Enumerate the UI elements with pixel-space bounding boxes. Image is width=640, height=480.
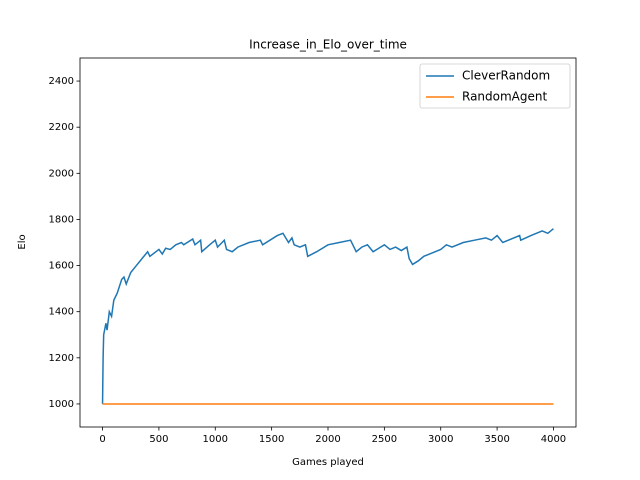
y-axis-label: Elo (17, 234, 28, 249)
y-tick-label: 1000 (49, 399, 74, 410)
y-tick-label: 1200 (49, 353, 74, 364)
y-tick-label: 1800 (49, 214, 74, 225)
x-axis-label: Games played (292, 457, 364, 468)
x-tick-label: 2500 (372, 434, 397, 445)
y-tick-label: 1600 (49, 261, 74, 272)
x-tick-label: 3000 (428, 434, 453, 445)
chart-title: Increase_in_Elo_over_time (249, 38, 407, 52)
x-tick-label: 4000 (541, 434, 566, 445)
legend-label: CleverRandom (462, 69, 550, 83)
x-tick-label: 0 (99, 434, 105, 445)
x-tick-label: 500 (149, 434, 168, 445)
legend-label: RandomAgent (462, 90, 547, 104)
y-tick-label: 2000 (49, 168, 74, 179)
y-tick-label: 1400 (49, 307, 74, 318)
legend-box (419, 63, 571, 109)
y-tick-label: 2200 (49, 122, 74, 133)
x-tick-label: 1000 (203, 434, 228, 445)
x-tick-label: 2000 (315, 434, 340, 445)
line-series (101, 228, 554, 404)
plot-frame (79, 57, 577, 428)
x-tick-label: 3500 (484, 434, 509, 445)
x-tick-label: 1500 (259, 434, 284, 445)
y-tick-label: 2400 (49, 76, 74, 87)
